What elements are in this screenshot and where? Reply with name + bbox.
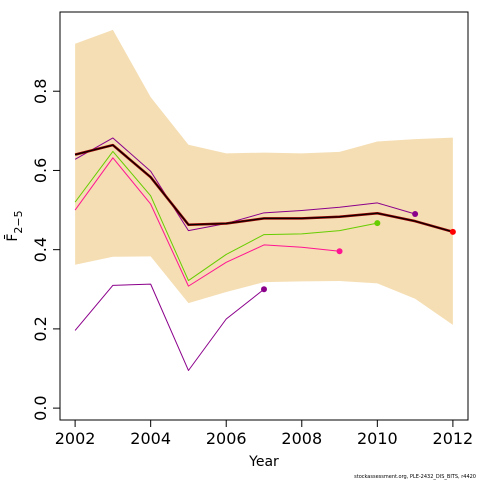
y-tick-label: 0.2 (31, 316, 50, 341)
y-tick-label: 0.0 (31, 395, 50, 420)
footnote: stockassessment.org, PLE-2432_DIS_BITS, … (354, 474, 476, 480)
series-line-1 (74, 283, 265, 371)
y-axis: 0.0 0.2 0.4 0.6 0.8 (31, 78, 60, 421)
x-axis-title: Year (248, 454, 279, 470)
confidence-band (75, 29, 453, 325)
y-tick-label: 0.4 (31, 237, 50, 262)
y-tick-label: 0.6 (31, 158, 50, 183)
y-tick-label: 0.8 (31, 78, 50, 103)
x-tick-label: 2010 (357, 429, 398, 448)
y-axis-title-main: F̄ (3, 234, 21, 242)
y-axis-title-subscript: 2−5 (12, 210, 25, 233)
x-tick-label: 2002 (55, 429, 96, 448)
x-tick-label: 2008 (281, 429, 322, 448)
x-tick-label: 2012 (433, 429, 474, 448)
y-axis-title: F̄2−5 (3, 210, 25, 241)
series-line-2 (74, 157, 340, 287)
series-line-6 (74, 144, 454, 233)
plot-frame (59, 11, 469, 421)
series-layer (74, 137, 456, 371)
x-tick-label: 2006 (206, 429, 247, 448)
series-end-point-2 (336, 248, 343, 255)
series-end-point-4 (412, 211, 419, 218)
confidence-band-area (75, 29, 453, 325)
series-end-point-1 (261, 286, 267, 293)
series-end-point-7 (449, 228, 456, 235)
series-line-3 (74, 150, 378, 282)
series-line-4 (74, 137, 416, 232)
x-tick-label: 2004 (130, 429, 171, 448)
series-end-point-3 (374, 220, 381, 227)
x-axis: 2002 2004 2006 2008 2010 2012 (55, 420, 473, 448)
